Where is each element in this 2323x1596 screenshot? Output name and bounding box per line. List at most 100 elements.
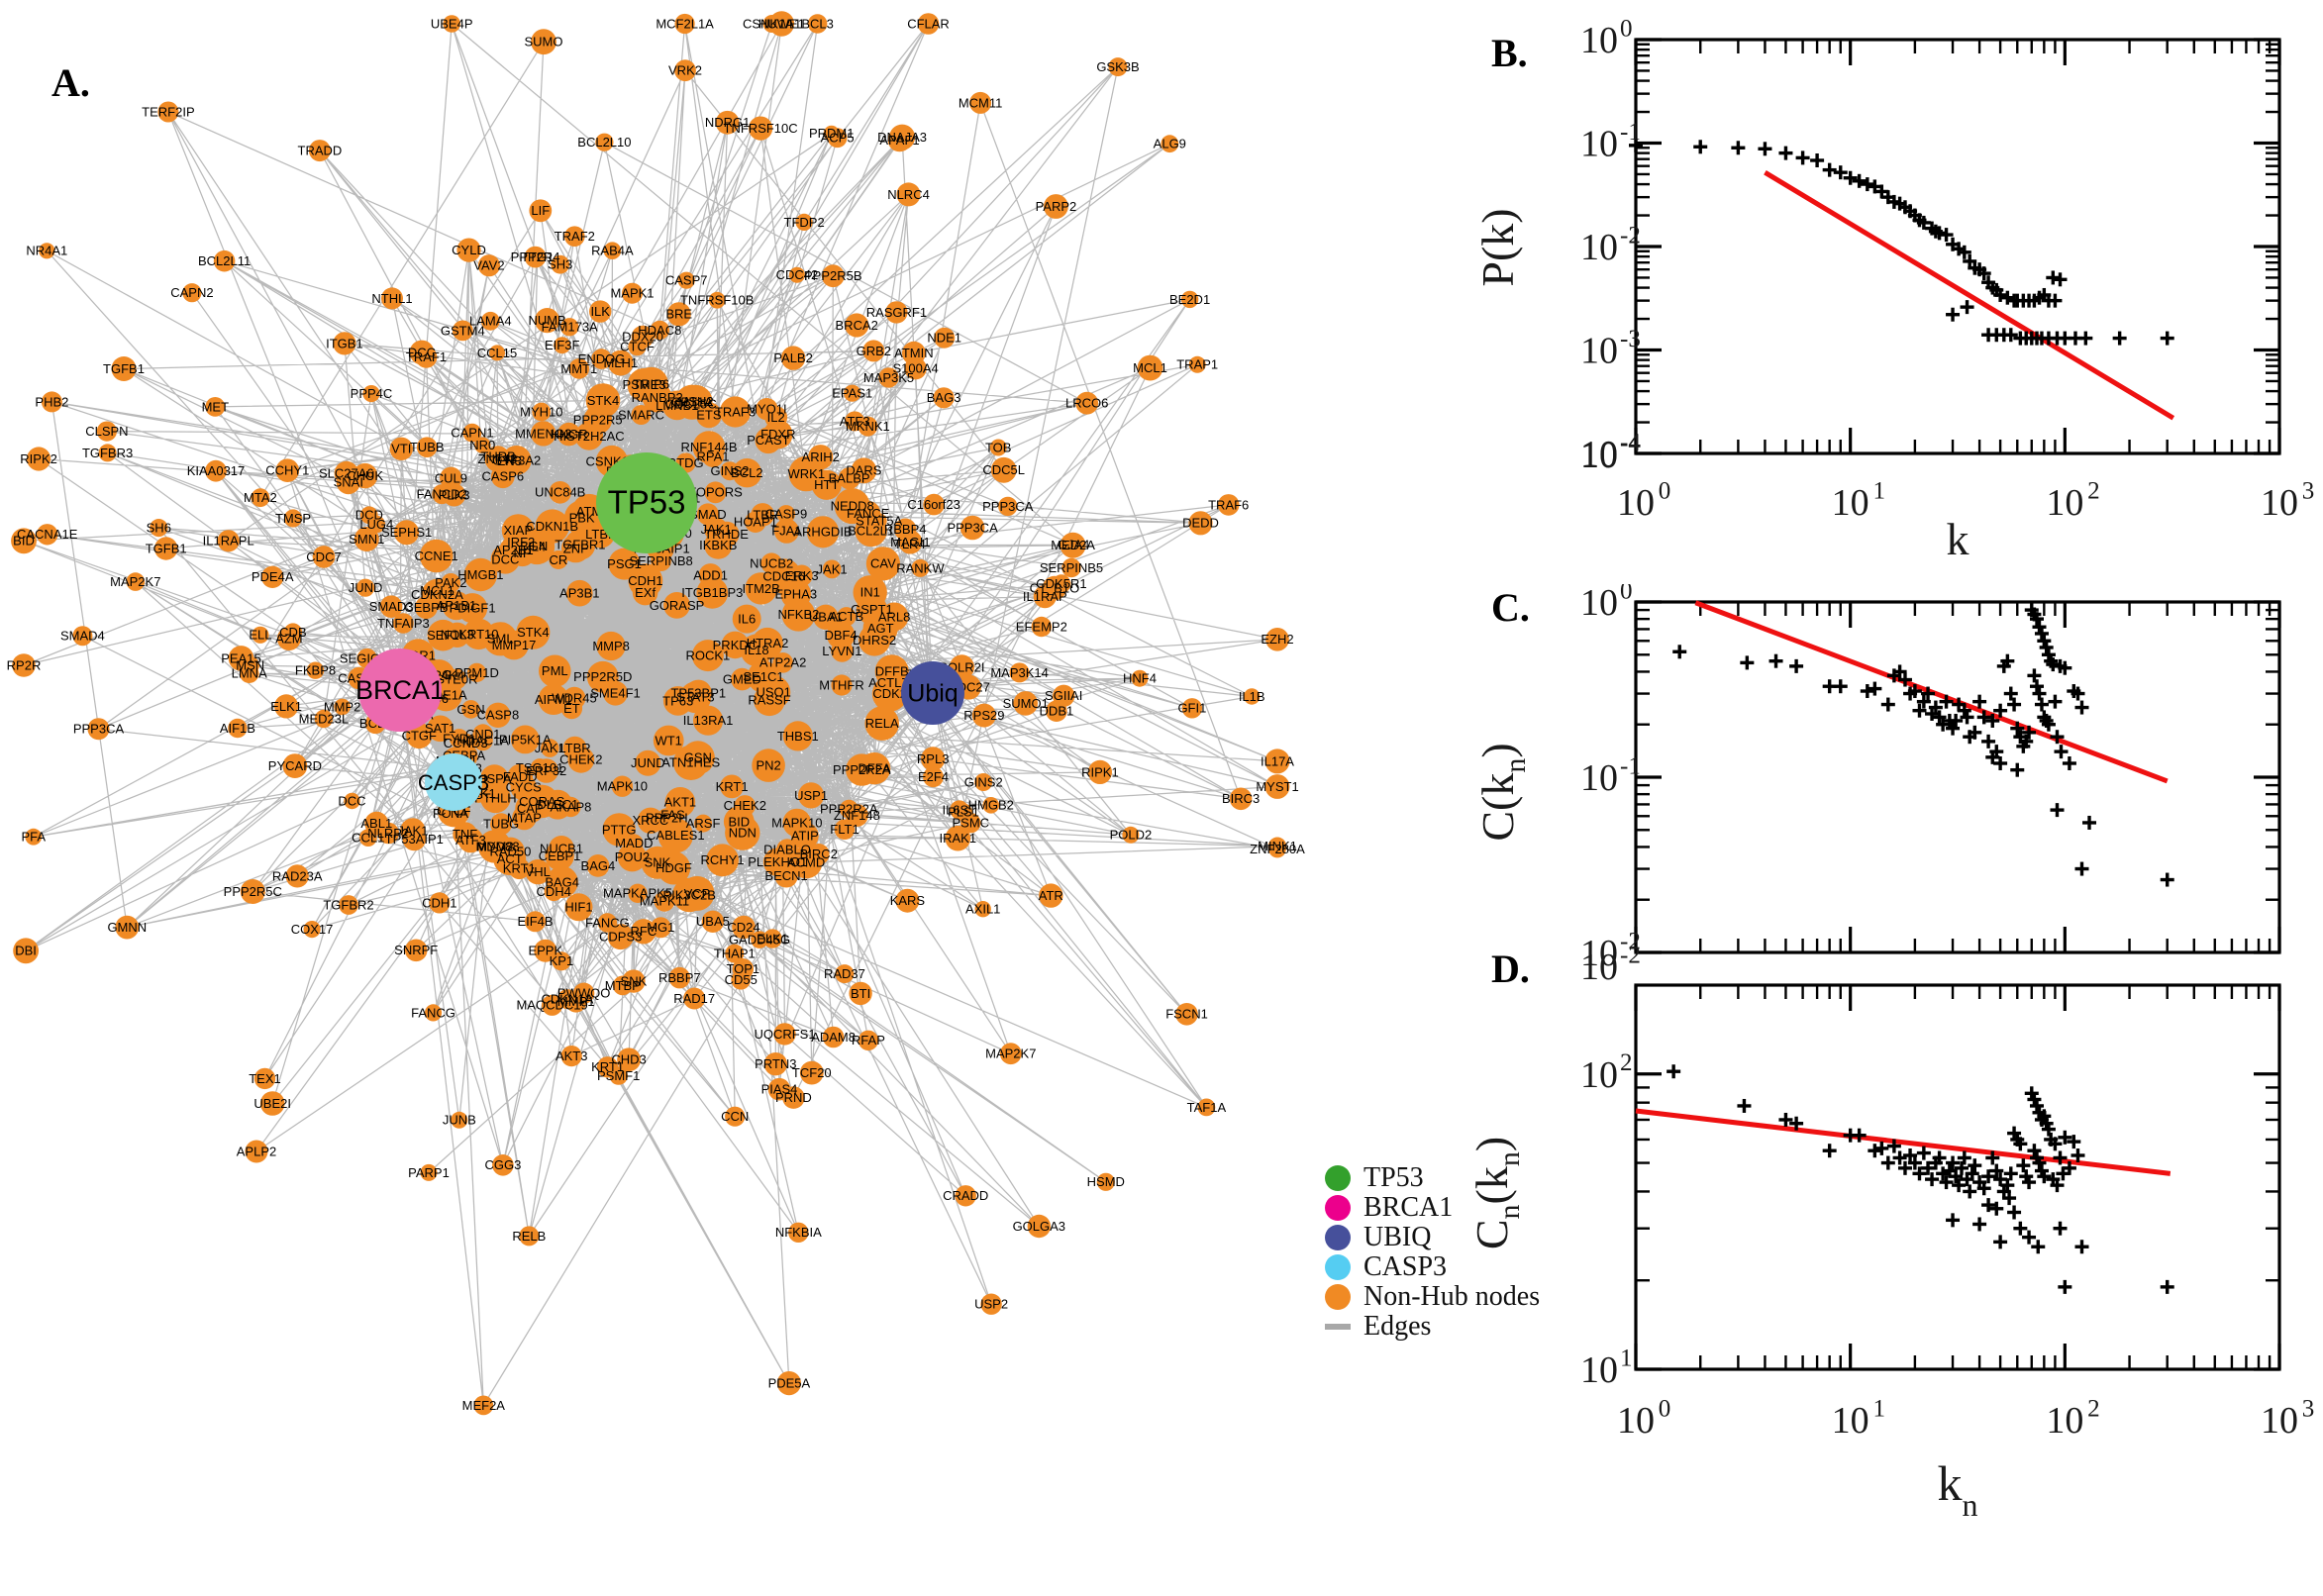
network-node[interactable] bbox=[611, 775, 634, 797]
network-node[interactable] bbox=[239, 663, 259, 683]
network-node[interactable] bbox=[704, 531, 733, 559]
network-node[interactable] bbox=[974, 773, 993, 791]
network-node[interactable] bbox=[902, 341, 926, 365]
network-node[interactable] bbox=[807, 14, 828, 34]
network-node[interactable] bbox=[664, 787, 696, 818]
network-node[interactable] bbox=[663, 592, 690, 619]
network-node[interactable] bbox=[834, 488, 870, 525]
network-node[interactable] bbox=[627, 367, 661, 402]
network-node[interactable] bbox=[945, 825, 971, 851]
network-node[interactable] bbox=[864, 706, 899, 741]
network-node[interactable] bbox=[989, 439, 1007, 456]
network-node[interactable] bbox=[424, 1004, 443, 1022]
network-node[interactable] bbox=[617, 1047, 641, 1072]
network-node[interactable] bbox=[650, 320, 669, 341]
network-node[interactable] bbox=[683, 987, 706, 1010]
network-node[interactable] bbox=[622, 969, 646, 993]
network-node[interactable] bbox=[1009, 662, 1030, 683]
network-node[interactable] bbox=[631, 405, 652, 425]
network-node[interactable] bbox=[732, 604, 761, 634]
network-node[interactable] bbox=[541, 739, 559, 757]
network-node[interactable] bbox=[400, 818, 426, 844]
network-node[interactable] bbox=[1027, 1214, 1052, 1239]
network-node[interactable] bbox=[427, 715, 454, 743]
network-node[interactable] bbox=[721, 631, 750, 659]
network-node[interactable] bbox=[934, 327, 956, 349]
network-node[interactable] bbox=[535, 308, 560, 334]
network-node[interactable] bbox=[723, 806, 755, 838]
network-node[interactable] bbox=[98, 444, 117, 462]
network-node[interactable] bbox=[1046, 700, 1067, 722]
network-node[interactable] bbox=[834, 819, 856, 840]
network-node[interactable] bbox=[1197, 1098, 1216, 1117]
network-node[interactable] bbox=[589, 300, 612, 323]
network-node[interactable] bbox=[706, 844, 739, 877]
network-node[interactable] bbox=[896, 182, 921, 207]
network-node[interactable] bbox=[835, 964, 855, 984]
network-node[interactable] bbox=[752, 748, 785, 782]
network-node[interactable] bbox=[999, 1043, 1022, 1065]
network-node[interactable] bbox=[568, 358, 590, 379]
network-node[interactable] bbox=[731, 970, 751, 990]
network-node[interactable] bbox=[701, 910, 725, 933]
network-node[interactable] bbox=[628, 883, 648, 903]
network-node[interactable] bbox=[516, 615, 551, 649]
network-node[interactable] bbox=[911, 558, 930, 577]
network-node[interactable] bbox=[539, 654, 571, 688]
network-node[interactable] bbox=[452, 320, 473, 342]
network-node[interactable] bbox=[799, 1060, 824, 1085]
network-node[interactable] bbox=[596, 631, 626, 661]
network-node[interactable] bbox=[561, 534, 590, 563]
network-node[interactable] bbox=[845, 313, 869, 338]
network-node[interactable] bbox=[529, 199, 553, 223]
network-node[interactable] bbox=[466, 662, 487, 683]
network-node[interactable] bbox=[762, 929, 782, 948]
network-node[interactable] bbox=[585, 383, 621, 418]
network-node[interactable] bbox=[531, 421, 556, 447]
network-node[interactable] bbox=[637, 807, 664, 834]
network-node[interactable] bbox=[719, 396, 752, 428]
network-node[interactable] bbox=[312, 546, 336, 568]
network-node[interactable] bbox=[694, 814, 713, 833]
network-node[interactable] bbox=[822, 559, 842, 579]
network-node[interactable] bbox=[960, 515, 985, 541]
network-node[interactable] bbox=[25, 828, 43, 846]
network-node[interactable] bbox=[788, 266, 805, 283]
network-node[interactable] bbox=[651, 550, 671, 571]
network-node[interactable] bbox=[477, 830, 512, 863]
network-node[interactable] bbox=[808, 844, 830, 865]
network-node[interactable] bbox=[831, 640, 854, 662]
network-node[interactable] bbox=[72, 626, 93, 647]
network-node[interactable] bbox=[858, 416, 878, 437]
network-node[interactable] bbox=[443, 483, 466, 507]
network-node[interactable] bbox=[1264, 748, 1290, 774]
network-node[interactable] bbox=[445, 622, 470, 648]
network-node[interactable] bbox=[853, 575, 887, 610]
network-node[interactable] bbox=[773, 1023, 796, 1046]
network-node[interactable] bbox=[353, 462, 378, 489]
network-node[interactable] bbox=[457, 593, 488, 624]
network-node[interactable] bbox=[772, 652, 793, 673]
network-node[interactable] bbox=[534, 758, 558, 783]
network-node[interactable] bbox=[492, 1154, 514, 1176]
network-node[interactable] bbox=[1087, 759, 1112, 785]
network-node[interactable] bbox=[245, 1140, 268, 1163]
network-node[interactable] bbox=[831, 674, 853, 696]
network-node[interactable] bbox=[416, 437, 438, 458]
network-node[interactable] bbox=[1175, 1003, 1198, 1026]
network-node[interactable] bbox=[788, 1222, 809, 1244]
network-node[interactable] bbox=[631, 919, 656, 945]
network-node[interactable] bbox=[534, 939, 557, 962]
network-node[interactable] bbox=[1131, 669, 1149, 687]
network-node[interactable] bbox=[463, 557, 498, 592]
network-node[interactable] bbox=[865, 547, 901, 581]
network-node[interactable] bbox=[285, 864, 309, 888]
network-node[interactable] bbox=[1181, 698, 1203, 719]
network-node[interactable] bbox=[900, 534, 920, 554]
network-node[interactable] bbox=[1265, 628, 1289, 651]
network-node[interactable] bbox=[781, 598, 816, 632]
network-node[interactable] bbox=[213, 249, 236, 272]
network-node[interactable] bbox=[474, 437, 491, 453]
network-node[interactable] bbox=[653, 725, 684, 756]
network-node[interactable] bbox=[704, 481, 727, 504]
